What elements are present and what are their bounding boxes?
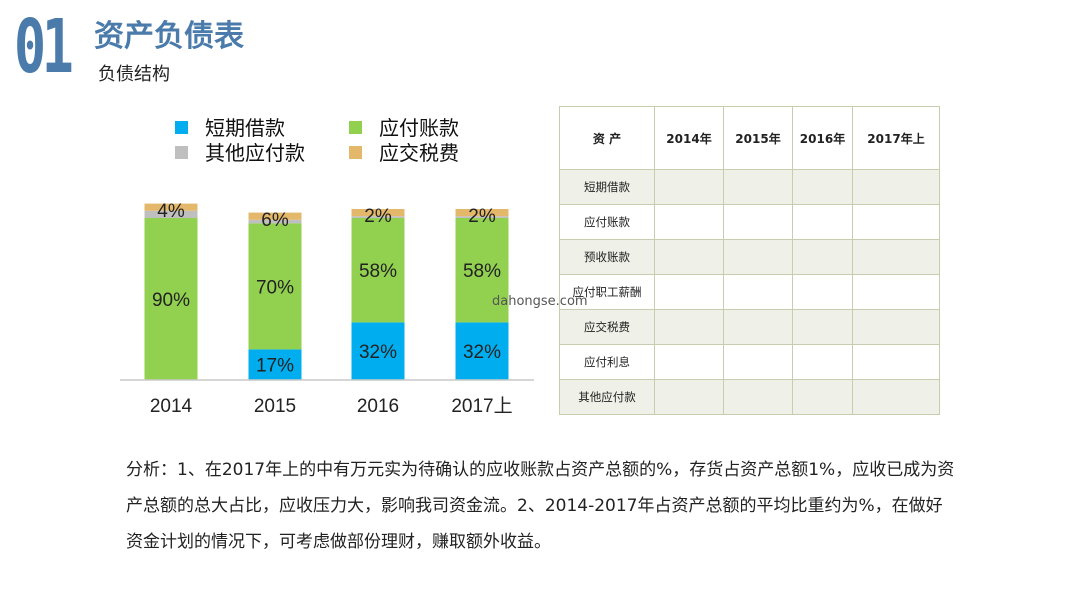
bar-segment (351, 322, 405, 380)
table-cell (852, 274, 940, 310)
table-cell (852, 239, 940, 275)
table-header: 2014年 (654, 106, 724, 170)
x-tick-label: 2015 (254, 396, 296, 417)
table-cell (723, 379, 793, 415)
bar-segment (144, 210, 198, 218)
page-title: 资产负债表 (94, 19, 244, 54)
data-label: 17% (256, 356, 294, 377)
row-label: 其他应付款 (559, 379, 655, 415)
data-label: 4% (157, 201, 185, 222)
table-header: 2016年 (792, 106, 853, 170)
table-cell (792, 379, 853, 415)
table-cell (792, 204, 853, 240)
table-row: 应付账款 (559, 204, 940, 240)
row-label: 应付职工薪酬 (559, 274, 655, 310)
table-cell (723, 309, 793, 345)
legend-label: 应交税费 (379, 142, 459, 165)
row-label: 应交税费 (559, 309, 655, 345)
data-label: 6% (261, 210, 289, 231)
table-cell (792, 344, 853, 380)
table-cell (654, 239, 724, 275)
row-label: 应付利息 (559, 344, 655, 380)
legend-swatch (349, 121, 362, 134)
bar-segment (351, 216, 405, 218)
legend-label: 应付账款 (379, 117, 459, 140)
bar-segment (455, 322, 509, 380)
table-cell (792, 169, 853, 205)
bar-segment (248, 223, 302, 350)
page-subtitle: 负债结构 (98, 64, 170, 85)
data-label: 90% (152, 290, 190, 311)
liability-table: 资 产 2014年 2015年 2016年 2017年上 短期借款 应付账款 预… (559, 106, 940, 415)
data-label: 70% (256, 277, 294, 298)
bar-segment (351, 209, 405, 217)
row-label: 预收账款 (559, 239, 655, 275)
table-cell (792, 239, 853, 275)
bar-segment (455, 209, 509, 217)
table-cell (654, 169, 724, 205)
row-label: 应付账款 (559, 204, 655, 240)
table-row: 其他应付款 (559, 379, 940, 415)
table-row: 预收账款 (559, 239, 940, 275)
table-row: 应交税费 (559, 309, 940, 345)
table-cell (654, 344, 724, 380)
data-label: 58% (359, 261, 397, 282)
legend-swatch (349, 146, 362, 159)
legend-label: 其他应付款 (205, 142, 305, 165)
x-tick-label: 2014 (150, 396, 193, 417)
bar-segment (248, 212, 302, 220)
table-row: 应付利息 (559, 344, 940, 380)
analysis-text: 分析：1、在2017年上的中有万元实为待确认的应收账款占资产总额的%，存货占资产… (126, 460, 955, 552)
table-cell (792, 309, 853, 345)
bar-segment (144, 218, 198, 380)
data-label: 2% (468, 206, 496, 227)
data-label: 32% (359, 342, 397, 363)
x-tick-label: 2016 (357, 396, 399, 417)
table-cell (723, 344, 793, 380)
data-label: 58% (463, 261, 501, 282)
table-header: 2017年上 (852, 106, 940, 170)
table-cell (723, 274, 793, 310)
table-cell (654, 309, 724, 345)
table-cell (852, 344, 940, 380)
bar-segment (455, 216, 509, 218)
legend-swatch (175, 121, 188, 134)
table-cell (852, 309, 940, 345)
table-cell (654, 274, 724, 310)
legend-swatch (175, 146, 188, 159)
table-header: 2015年 (723, 106, 793, 170)
stacked-bar-chart: 短期借款应付账款其他应付款应交税费0%90%4%201417%70%6%2015… (120, 117, 534, 417)
table-header-row: 资 产 2014年 2015年 2016年 2017年上 (559, 106, 940, 170)
row-label: 短期借款 (559, 169, 655, 205)
table-cell (723, 204, 793, 240)
table-cell (654, 379, 724, 415)
table-row: 短期借款 (559, 169, 940, 205)
table-cell (723, 239, 793, 275)
legend-label: 短期借款 (205, 117, 285, 140)
bar-segment (351, 218, 405, 323)
table-cell (852, 379, 940, 415)
table-header: 资 产 (559, 106, 655, 170)
section-number: 01 (14, 4, 74, 90)
table-cell (792, 274, 853, 310)
table-cell (723, 169, 793, 205)
table-cell (852, 169, 940, 205)
bar-segment (455, 218, 509, 323)
table-cell (654, 204, 724, 240)
table-cell (852, 204, 940, 240)
x-tick-label: 2017上 (451, 395, 512, 417)
data-label: 32% (463, 342, 501, 363)
bar-segment (144, 203, 198, 211)
bar-segment (248, 349, 302, 380)
table-row: 应付职工薪酬 (559, 274, 940, 310)
data-label: 2% (364, 206, 392, 227)
bar-segment (248, 219, 302, 224)
